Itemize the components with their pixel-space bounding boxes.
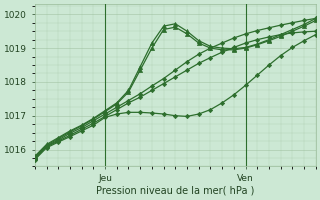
X-axis label: Pression niveau de la mer( hPa ): Pression niveau de la mer( hPa ) (96, 186, 254, 196)
